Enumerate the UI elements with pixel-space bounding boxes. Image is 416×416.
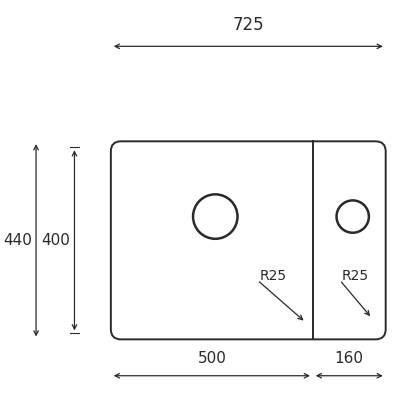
Text: 725: 725 [233, 16, 264, 34]
Text: R25: R25 [342, 269, 369, 283]
Text: 160: 160 [335, 351, 364, 366]
Text: 400: 400 [42, 233, 70, 248]
Text: 500: 500 [198, 351, 226, 366]
Text: R25: R25 [259, 269, 286, 283]
Text: 440: 440 [3, 233, 32, 248]
